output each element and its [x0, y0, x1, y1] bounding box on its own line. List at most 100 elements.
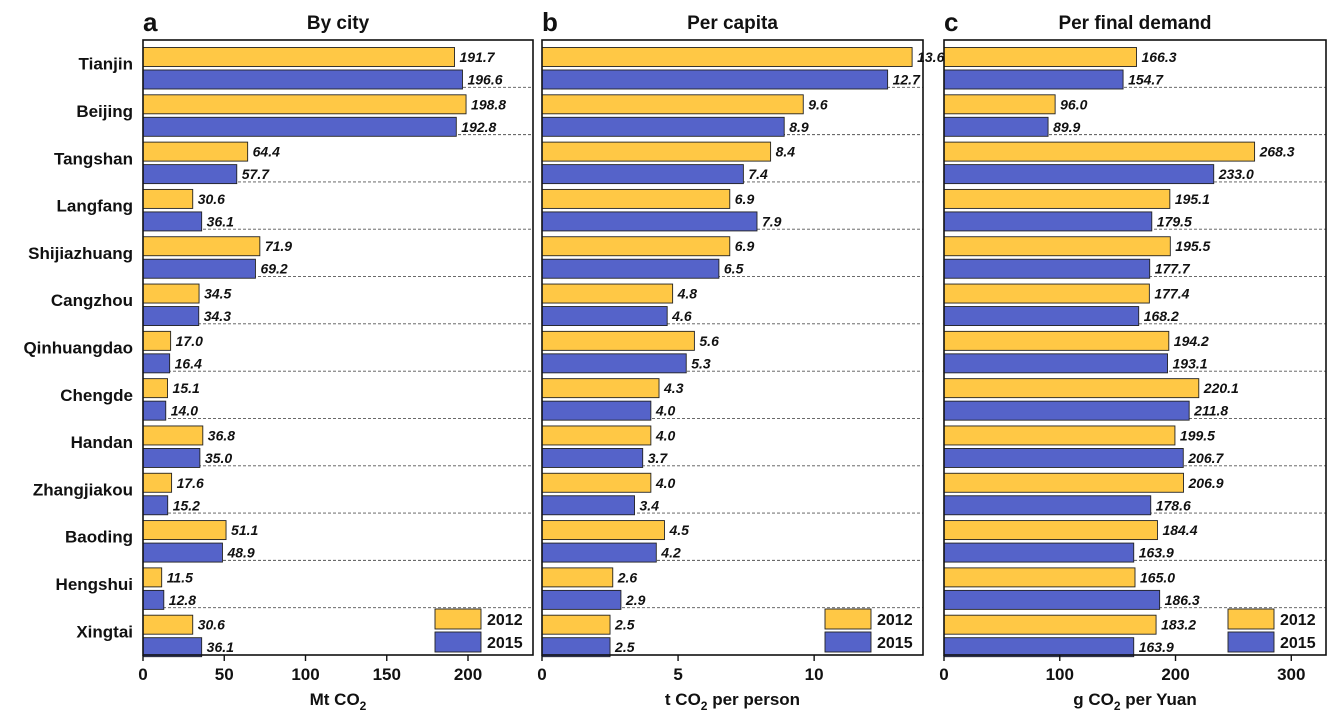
x-tick-label: 200: [1161, 665, 1189, 684]
value-label: 195.1: [1175, 191, 1210, 207]
value-label: 196.6: [467, 72, 502, 88]
legend-swatch-2015: [1227, 631, 1275, 653]
bar-2015-chengde: [943, 400, 1190, 421]
bar-2012-langfang: [541, 188, 731, 209]
value-label: 177.4: [1154, 286, 1189, 302]
bar-2015-tianjin: [943, 69, 1124, 90]
category-label-baoding: Baoding: [65, 528, 133, 547]
bar-2015-langfang: [541, 211, 758, 232]
bar-2012-langfang: [142, 188, 194, 209]
legend-swatch-2012: [434, 608, 482, 630]
bar-2015-qinhuangdao: [142, 353, 171, 374]
bar-2015-beijing: [943, 116, 1049, 137]
bar-2012-cangzhou: [541, 283, 674, 304]
legend-swatch-2015: [434, 631, 482, 653]
bar-2012-beijing: [142, 94, 467, 115]
value-label: 30.6: [198, 191, 225, 207]
value-label: 192.8: [461, 119, 496, 135]
bar-2012-beijing: [943, 94, 1056, 115]
legend-label-2012: 2012: [1280, 612, 1316, 629]
bar-2012-langfang: [943, 188, 1171, 209]
value-label: 64.4: [253, 144, 280, 160]
bar-2015-chengde: [142, 400, 167, 421]
bar-2015-baoding: [541, 542, 657, 563]
value-label: 96.0: [1060, 96, 1087, 112]
legend: 2012 2015: [434, 608, 523, 653]
bar-2012-shijiazhuang: [541, 236, 731, 257]
panel-letter: b: [542, 7, 558, 37]
x-tick-label: 0: [939, 665, 948, 684]
category-label-handan: Handan: [71, 433, 133, 452]
legend-label-2012: 2012: [487, 612, 523, 629]
value-label: 2.6: [617, 569, 638, 585]
bar-2015-handan: [142, 448, 201, 468]
value-label: 4.0: [655, 403, 676, 419]
bar-2012-cangzhou: [943, 283, 1150, 304]
bar-2015-xingtai: [541, 637, 611, 658]
value-label: 7.9: [762, 213, 782, 229]
bar-2015-baoding: [142, 542, 223, 563]
bar-2012-chengde: [142, 378, 168, 399]
x-tick-label: 10: [805, 665, 824, 684]
value-label: 2.5: [614, 617, 635, 633]
bar-2015-qinhuangdao: [943, 353, 1168, 374]
value-label: 36.1: [207, 639, 234, 655]
legend-label-2012: 2012: [877, 612, 913, 629]
category-label-qinhuangdao: Qinhuangdao: [23, 339, 133, 358]
bar-2012-xingtai: [142, 614, 194, 635]
value-label: 13.6: [917, 49, 944, 65]
value-label: 48.9: [226, 545, 254, 561]
bar-2012-chengde: [943, 378, 1200, 399]
legend: 2012 2015: [1227, 608, 1316, 653]
value-label: 163.9: [1139, 639, 1174, 655]
category-label-chengde: Chengde: [60, 386, 133, 405]
value-label: 4.6: [671, 308, 692, 324]
bar-2012-hengshui: [142, 567, 163, 588]
value-label: 4.3: [663, 380, 684, 396]
value-label: 15.1: [173, 380, 200, 396]
bar-2015-cangzhou: [142, 306, 200, 326]
value-label: 7.4: [748, 166, 768, 182]
bar-2012-handan: [541, 425, 652, 446]
value-label: 211.8: [1193, 403, 1228, 419]
bar-2015-zhangjiakou: [943, 495, 1152, 516]
bar-2015-tianjin: [142, 69, 463, 90]
value-label: 4.2: [660, 545, 681, 561]
value-label: 195.5: [1175, 238, 1210, 254]
bar-2015-zhangjiakou: [142, 495, 169, 516]
value-label: 183.2: [1161, 617, 1196, 633]
x-tick-label: 150: [373, 665, 401, 684]
bar-2015-shijiazhuang: [541, 258, 720, 279]
bar-2012-baoding: [142, 520, 227, 541]
value-label: 5.3: [691, 355, 711, 371]
bar-2012-handan: [142, 425, 204, 446]
bar-2012-shijiazhuang: [142, 236, 261, 257]
legend-label-2015: 2015: [1280, 635, 1316, 652]
x-axis-label: t CO2 per person: [665, 690, 800, 711]
value-label: 69.2: [260, 261, 287, 277]
legend-swatch-2012: [824, 608, 872, 630]
panel-title: Per final demand: [1058, 13, 1211, 34]
legend-label-2015: 2015: [877, 635, 913, 652]
bar-2012-qinhuangdao: [142, 330, 172, 351]
bar-2015-shijiazhuang: [943, 258, 1151, 279]
bar-2015-xingtai: [943, 637, 1135, 658]
bar-2012-zhangjiakou: [943, 472, 1184, 493]
value-label: 178.6: [1156, 497, 1191, 513]
value-label: 8.4: [776, 144, 796, 160]
value-label: 198.8: [471, 96, 506, 112]
value-label: 34.5: [204, 286, 231, 302]
value-label: 206.7: [1187, 450, 1224, 466]
x-tick-label: 300: [1277, 665, 1305, 684]
value-label: 194.2: [1174, 333, 1209, 349]
value-label: 12.7: [893, 72, 921, 88]
bar-2012-beijing: [541, 94, 804, 115]
bar-2015-langfang: [943, 211, 1153, 232]
value-label: 17.6: [177, 475, 204, 491]
bar-2015-tangshan: [943, 164, 1215, 185]
bar-2015-shijiazhuang: [142, 258, 256, 279]
bar-2015-cangzhou: [541, 306, 668, 326]
value-label: 191.7: [460, 49, 496, 65]
bar-2015-qinhuangdao: [541, 353, 687, 374]
